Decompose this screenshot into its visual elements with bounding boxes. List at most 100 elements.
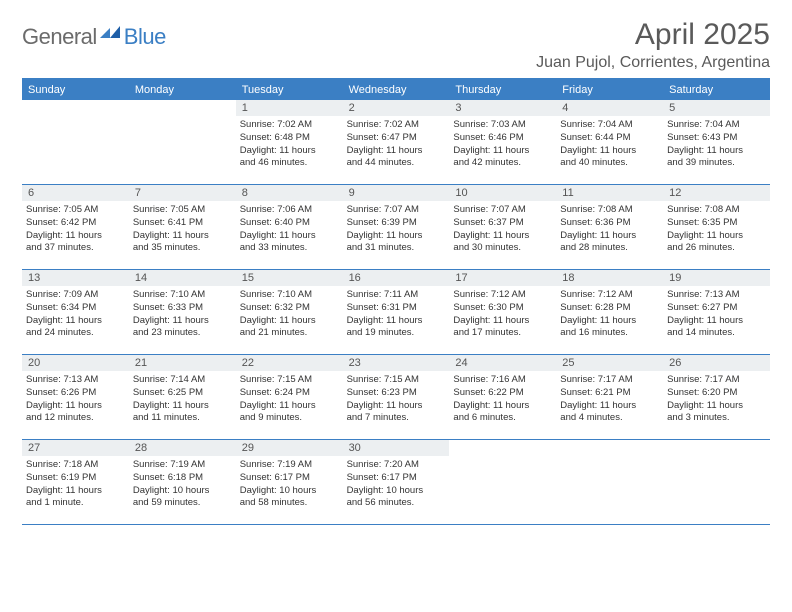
logo: General Blue [22,24,166,50]
daylight-text: Daylight: 11 hours [26,230,125,243]
daylight-text: Daylight: 10 hours [133,485,232,498]
sunrise-text: Sunrise: 7:05 AM [26,204,125,217]
daylight-text: and 7 minutes. [347,412,446,425]
sunrise-text: Sunrise: 7:15 AM [347,374,446,387]
day-number: 14 [129,270,236,286]
sunset-text: Sunset: 6:20 PM [667,387,766,400]
daylight-text: Daylight: 11 hours [453,230,552,243]
header: General Blue April 2025 Juan Pujol, Corr… [22,18,770,72]
sunrise-text: Sunrise: 7:12 AM [560,289,659,302]
day-number: 11 [556,185,663,201]
sunset-text: Sunset: 6:25 PM [133,387,232,400]
sunset-text: Sunset: 6:26 PM [26,387,125,400]
empty-cell [663,440,770,524]
daylight-text: Daylight: 11 hours [560,230,659,243]
sunset-text: Sunset: 6:27 PM [667,302,766,315]
day-cell-3: 3Sunrise: 7:03 AMSunset: 6:46 PMDaylight… [449,100,556,184]
daylight-text: and 12 minutes. [26,412,125,425]
daylight-text: and 3 minutes. [667,412,766,425]
day-cell-15: 15Sunrise: 7:10 AMSunset: 6:32 PMDayligh… [236,270,343,354]
day-number: 9 [343,185,450,201]
day-number: 19 [663,270,770,286]
sunrise-text: Sunrise: 7:10 AM [133,289,232,302]
sunrise-text: Sunrise: 7:04 AM [667,119,766,132]
day-number: 30 [343,440,450,456]
day-cell-10: 10Sunrise: 7:07 AMSunset: 6:37 PMDayligh… [449,185,556,269]
daylight-text: and 17 minutes. [453,327,552,340]
daylight-text: Daylight: 11 hours [560,315,659,328]
dayname-thursday: Thursday [449,80,556,100]
daylight-text: Daylight: 11 hours [347,315,446,328]
dayname-wednesday: Wednesday [343,80,450,100]
week-row: 13Sunrise: 7:09 AMSunset: 6:34 PMDayligh… [22,270,770,355]
daylight-text: Daylight: 11 hours [453,400,552,413]
day-number: 13 [22,270,129,286]
sunrise-text: Sunrise: 7:09 AM [26,289,125,302]
sunset-text: Sunset: 6:48 PM [240,132,339,145]
day-cell-29: 29Sunrise: 7:19 AMSunset: 6:17 PMDayligh… [236,440,343,524]
daylight-text: Daylight: 11 hours [667,230,766,243]
day-number: 20 [22,355,129,371]
dayname-saturday: Saturday [663,80,770,100]
day-number: 15 [236,270,343,286]
daylight-text: and 46 minutes. [240,157,339,170]
daylight-text: Daylight: 11 hours [347,145,446,158]
sunset-text: Sunset: 6:22 PM [453,387,552,400]
sunset-text: Sunset: 6:39 PM [347,217,446,230]
day-cell-7: 7Sunrise: 7:05 AMSunset: 6:41 PMDaylight… [129,185,236,269]
day-number: 18 [556,270,663,286]
day-number: 8 [236,185,343,201]
day-cell-13: 13Sunrise: 7:09 AMSunset: 6:34 PMDayligh… [22,270,129,354]
sunrise-text: Sunrise: 7:16 AM [453,374,552,387]
daylight-text: Daylight: 11 hours [453,315,552,328]
sunset-text: Sunset: 6:35 PM [667,217,766,230]
daylight-text: Daylight: 11 hours [667,315,766,328]
daylight-text: and 30 minutes. [453,242,552,255]
daylight-text: and 56 minutes. [347,497,446,510]
sunrise-text: Sunrise: 7:13 AM [667,289,766,302]
day-cell-19: 19 Sunrise: 7:13 AMSunset: 6:27 PMDayligh… [663,270,770,354]
sunrise-text: Sunrise: 7:05 AM [133,204,232,217]
sunset-text: Sunset: 6:18 PM [133,472,232,485]
day-cell-11: 11Sunrise: 7:08 AMSunset: 6:36 PMDayligh… [556,185,663,269]
dayname-friday: Friday [556,80,663,100]
sunset-text: Sunset: 6:28 PM [560,302,659,315]
day-cell-24: 24Sunrise: 7:16 AMSunset: 6:22 PMDayligh… [449,355,556,439]
day-number: 23 [343,355,450,371]
calendar-page: General Blue April 2025 Juan Pujol, Corr… [0,0,792,543]
sunset-text: Sunset: 6:46 PM [453,132,552,145]
daylight-text: and 40 minutes. [560,157,659,170]
day-cell-14: 14Sunrise: 7:10 AMSunset: 6:33 PMDayligh… [129,270,236,354]
sunset-text: Sunset: 6:40 PM [240,217,339,230]
sunset-text: Sunset: 6:21 PM [560,387,659,400]
day-cell-16: 16Sunrise: 7:11 AMSunset: 6:31 PMDayligh… [343,270,450,354]
day-cell-4: 4Sunrise: 7:04 AMSunset: 6:44 PMDaylight… [556,100,663,184]
daylight-text: Daylight: 11 hours [240,145,339,158]
sunset-text: Sunset: 6:37 PM [453,217,552,230]
sunrise-text: Sunrise: 7:07 AM [347,204,446,217]
day-cell-1: 1Sunrise: 7:02 AMSunset: 6:48 PMDaylight… [236,100,343,184]
day-number: 25 [556,355,663,371]
daylight-text: and 33 minutes. [240,242,339,255]
empty-cell [556,440,663,524]
day-cell-9: 9Sunrise: 7:07 AMSunset: 6:39 PMDaylight… [343,185,450,269]
week-row: 27Sunrise: 7:18 AMSunset: 6:19 PMDayligh… [22,440,770,525]
sunset-text: Sunset: 6:41 PM [133,217,232,230]
daylight-text: Daylight: 11 hours [133,400,232,413]
daylight-text: Daylight: 10 hours [240,485,339,498]
sunset-text: Sunset: 6:33 PM [133,302,232,315]
day-number: 7 [129,185,236,201]
day-number: 29 [236,440,343,456]
location-label: Juan Pujol, Corrientes, Argentina [536,54,770,72]
day-cell-6: 6Sunrise: 7:05 AMSunset: 6:42 PMDaylight… [22,185,129,269]
sunset-text: Sunset: 6:23 PM [347,387,446,400]
day-cell-22: 22Sunrise: 7:15 AMSunset: 6:24 PMDayligh… [236,355,343,439]
daylight-text: Daylight: 10 hours [347,485,446,498]
day-number: 1 [236,100,343,116]
daylight-text: and 31 minutes. [347,242,446,255]
day-cell-8: 8Sunrise: 7:06 AMSunset: 6:40 PMDaylight… [236,185,343,269]
daylight-text: and 16 minutes. [560,327,659,340]
sunrise-text: Sunrise: 7:20 AM [347,459,446,472]
sunrise-text: Sunrise: 7:02 AM [347,119,446,132]
sunset-text: Sunset: 6:32 PM [240,302,339,315]
